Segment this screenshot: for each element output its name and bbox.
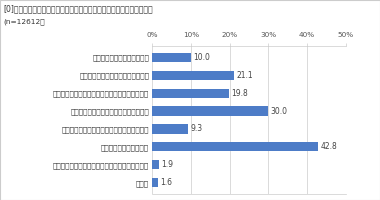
Text: 42.8: 42.8 bbox=[320, 142, 337, 151]
Bar bbox=[152, 53, 191, 62]
Text: [0]大学入学共通テストへ向けて、何か始めている対策はありますか？: [0]大学入学共通テストへ向けて、何か始めている対策はありますか？ bbox=[4, 4, 154, 13]
Text: 30.0: 30.0 bbox=[271, 107, 288, 116]
Bar bbox=[152, 106, 268, 116]
Bar bbox=[152, 142, 318, 151]
Text: 1.6: 1.6 bbox=[160, 178, 173, 187]
Text: 1.9: 1.9 bbox=[162, 160, 174, 169]
Text: 9.3: 9.3 bbox=[190, 124, 203, 133]
Bar bbox=[152, 160, 159, 169]
Bar bbox=[152, 124, 188, 134]
Bar bbox=[152, 71, 234, 80]
Text: 10.0: 10.0 bbox=[193, 53, 210, 62]
Text: 19.8: 19.8 bbox=[231, 89, 248, 98]
Bar bbox=[152, 89, 229, 98]
Text: (n=12612）: (n=12612） bbox=[4, 18, 46, 25]
Bar bbox=[152, 178, 158, 187]
Text: 21.1: 21.1 bbox=[236, 71, 253, 80]
